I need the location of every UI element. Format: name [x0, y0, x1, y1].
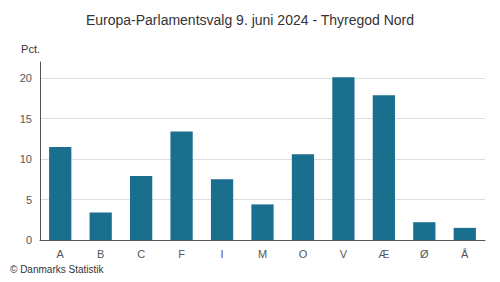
svg-text:5: 5	[26, 194, 32, 206]
svg-text:C: C	[137, 248, 145, 260]
svg-text:20: 20	[20, 72, 32, 84]
svg-text:Å: Å	[461, 248, 469, 260]
svg-text:Pct.: Pct.	[21, 43, 40, 55]
svg-text:A: A	[57, 248, 65, 260]
svg-text:M: M	[258, 248, 267, 260]
svg-text:I: I	[221, 248, 224, 260]
svg-text:V: V	[340, 248, 348, 260]
svg-text:15: 15	[20, 113, 32, 125]
svg-text:0: 0	[26, 234, 32, 246]
svg-text:10: 10	[20, 153, 32, 165]
svg-text:F: F	[178, 248, 185, 260]
svg-text:O: O	[299, 248, 308, 260]
svg-text:B: B	[97, 248, 104, 260]
svg-text:Europa-Parlamentsvalg 9. juni: Europa-Parlamentsvalg 9. juni 2024 - Thy…	[86, 12, 414, 28]
svg-text:Ø: Ø	[420, 248, 429, 260]
svg-text:© Danmarks Statistik: © Danmarks Statistik	[10, 264, 105, 275]
svg-text:Æ: Æ	[378, 248, 389, 260]
